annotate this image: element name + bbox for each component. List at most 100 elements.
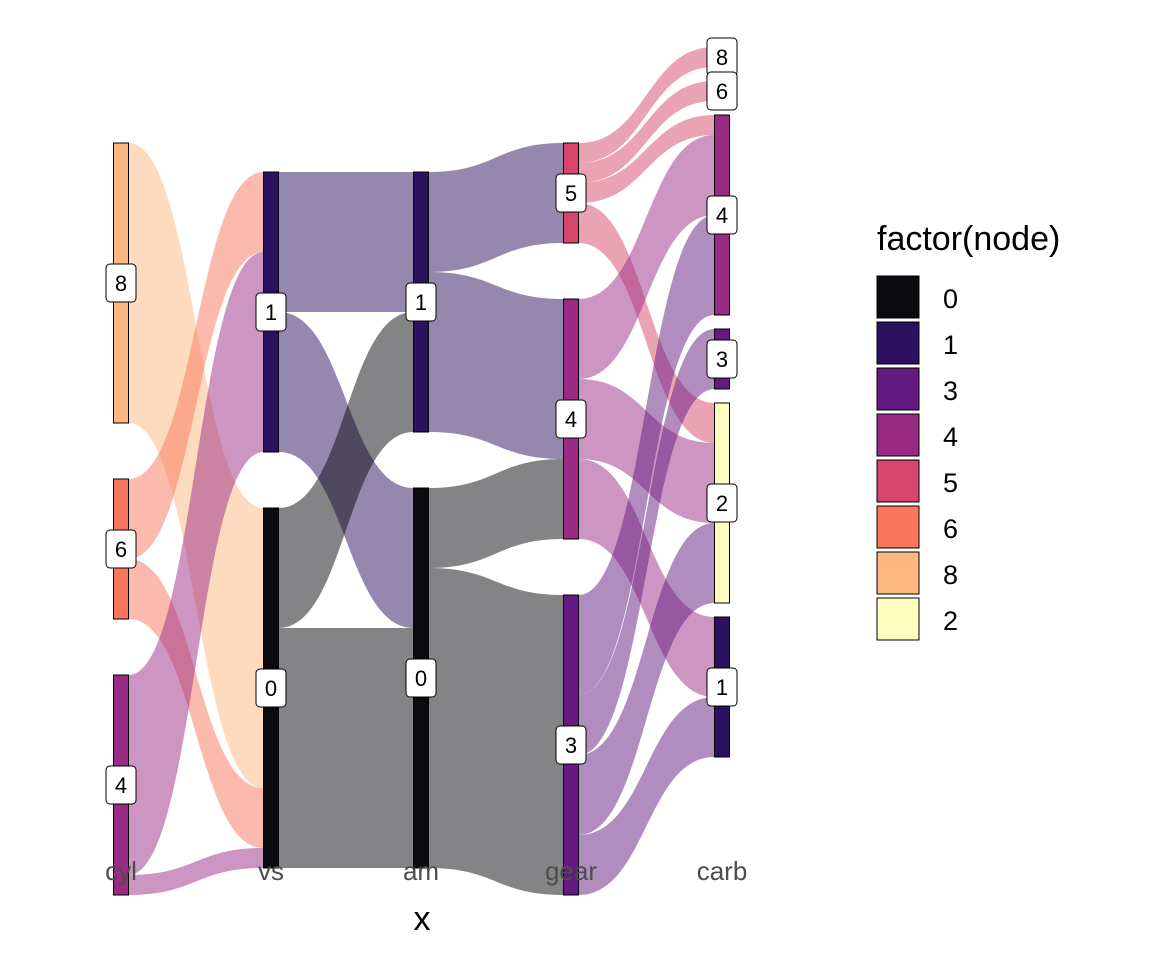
x-axis-title: x — [414, 900, 431, 938]
legend-item-2: 2 — [876, 597, 958, 641]
node-carb-4: 4 — [706, 114, 738, 316]
legend-label: 6 — [943, 514, 958, 544]
node-label: 6 — [115, 537, 127, 562]
flow-gear-5-to-carb-4 — [578, 115, 715, 203]
node-label: 4 — [716, 203, 728, 228]
x-tick-label-am: am — [403, 856, 439, 886]
legend-title: factor(node) — [877, 220, 1060, 258]
node-label-box — [706, 483, 738, 523]
node-label: 3 — [565, 733, 577, 758]
legend-item-4: 4 — [876, 413, 958, 457]
legend-items: 0 1 3 4 5 6 8 2 — [876, 275, 958, 641]
x-axis: cyl vs am gear carb — [105, 856, 747, 886]
legend-item-8: 8 — [876, 551, 958, 595]
flow-gear-4-to-carb-4 — [578, 135, 715, 379]
node-label-box — [255, 292, 287, 332]
node-label-box — [706, 339, 738, 379]
legend-item-6: 6 — [876, 505, 958, 549]
node-gear-5: 5 — [555, 142, 587, 244]
flow-am-0-to-gear-3 — [428, 568, 564, 895]
node-label-box — [706, 195, 738, 235]
node-carb-8: 8 — [706, 37, 738, 77]
node-label: 8 — [115, 271, 127, 296]
legend-label: 2 — [943, 606, 958, 636]
node-label-box — [405, 658, 437, 698]
node-cyl-8: 8 — [105, 142, 137, 424]
legend-item-5: 5 — [876, 459, 958, 503]
flow-cyl-4-to-vs-1 — [128, 252, 264, 875]
node-vs-1: 1 — [255, 171, 287, 453]
node-label-box — [555, 173, 587, 213]
legend-swatch — [876, 459, 920, 503]
node-vs-0: 0 — [255, 507, 287, 869]
node-am-0: 0 — [405, 487, 437, 869]
node-cyl-6: 6 — [105, 478, 137, 620]
node-label-box — [706, 667, 738, 707]
node-label: 1 — [265, 300, 277, 325]
nodes-layer: 8 6 4 1 0 1 0 5 4 3 8 6 4 3 2 1 — [105, 37, 738, 896]
node-label: 5 — [565, 181, 577, 206]
node-label: 6 — [716, 79, 728, 104]
flow-am-0-to-gear-4 — [428, 459, 564, 568]
node-label: 1 — [415, 290, 427, 315]
legend-swatch — [876, 413, 920, 457]
node-cyl-4: 4 — [105, 674, 137, 896]
node-gear-4: 4 — [555, 298, 587, 540]
legend-label: 3 — [943, 376, 958, 406]
legend-item-0: 0 — [876, 275, 958, 319]
flow-gear-3-to-carb-4 — [578, 215, 715, 695]
node-label-box — [555, 399, 587, 439]
legend-label: 1 — [943, 330, 958, 360]
node-label: 8 — [716, 45, 728, 70]
flow-am-1-to-gear-4 — [428, 272, 564, 459]
node-label-box — [105, 263, 137, 303]
node-label: 3 — [716, 347, 728, 372]
node-am-1: 1 — [405, 171, 437, 433]
node-label-box — [105, 765, 137, 805]
node-label: 1 — [716, 675, 728, 700]
flow-gear-5-to-carb-6 — [578, 81, 715, 183]
legend-swatch — [876, 505, 920, 549]
legend-label: 8 — [943, 560, 958, 590]
node-carb-6: 6 — [706, 71, 738, 111]
x-tick-label-cyl: cyl — [105, 856, 137, 886]
x-tick-label-gear: gear — [545, 856, 597, 886]
flow-vs-0-to-am-0 — [278, 628, 414, 868]
node-carb-1: 1 — [706, 616, 738, 758]
legend-item-1: 1 — [876, 321, 958, 365]
legend: factor(node) 0 1 3 4 5 6 8 2 — [876, 220, 1060, 641]
legend-label: 5 — [943, 468, 958, 498]
x-tick-label-carb: carb — [697, 856, 748, 886]
node-carb-2: 2 — [706, 402, 738, 604]
legend-label: 0 — [943, 284, 958, 314]
node-label-box — [255, 668, 287, 708]
node-carb-3: 3 — [706, 328, 738, 390]
legend-swatch — [876, 551, 920, 595]
node-label-box — [706, 71, 738, 111]
legend-swatch — [876, 275, 920, 319]
node-label: 4 — [565, 407, 577, 432]
flow-vs-1-to-am-1 — [278, 172, 414, 312]
flow-gear-3-to-carb-1 — [578, 697, 715, 895]
flow-gear-4-to-carb-1 — [578, 459, 715, 697]
node-label-box — [105, 529, 137, 569]
flow-cyl-6-to-vs-1 — [128, 172, 264, 559]
legend-swatch — [876, 321, 920, 365]
node-label: 0 — [415, 666, 427, 691]
flow-vs-0-to-am-1 — [278, 312, 414, 628]
legend-item-3: 3 — [876, 367, 958, 411]
flow-cyl-4-to-vs-0 — [128, 848, 264, 895]
x-tick-label-vs: vs — [258, 856, 284, 886]
flows-layer — [128, 47, 715, 895]
node-label: 4 — [115, 773, 127, 798]
flow-gear-3-to-carb-2 — [578, 523, 715, 835]
node-label: 2 — [716, 491, 728, 516]
legend-label: 4 — [943, 422, 958, 452]
node-label-box — [405, 282, 437, 322]
node-label: 0 — [265, 676, 277, 701]
flow-gear-5-to-carb-8 — [578, 47, 715, 163]
node-label-box — [555, 725, 587, 765]
flow-gear-3-to-carb-3 — [578, 329, 715, 755]
legend-swatch — [876, 367, 920, 411]
